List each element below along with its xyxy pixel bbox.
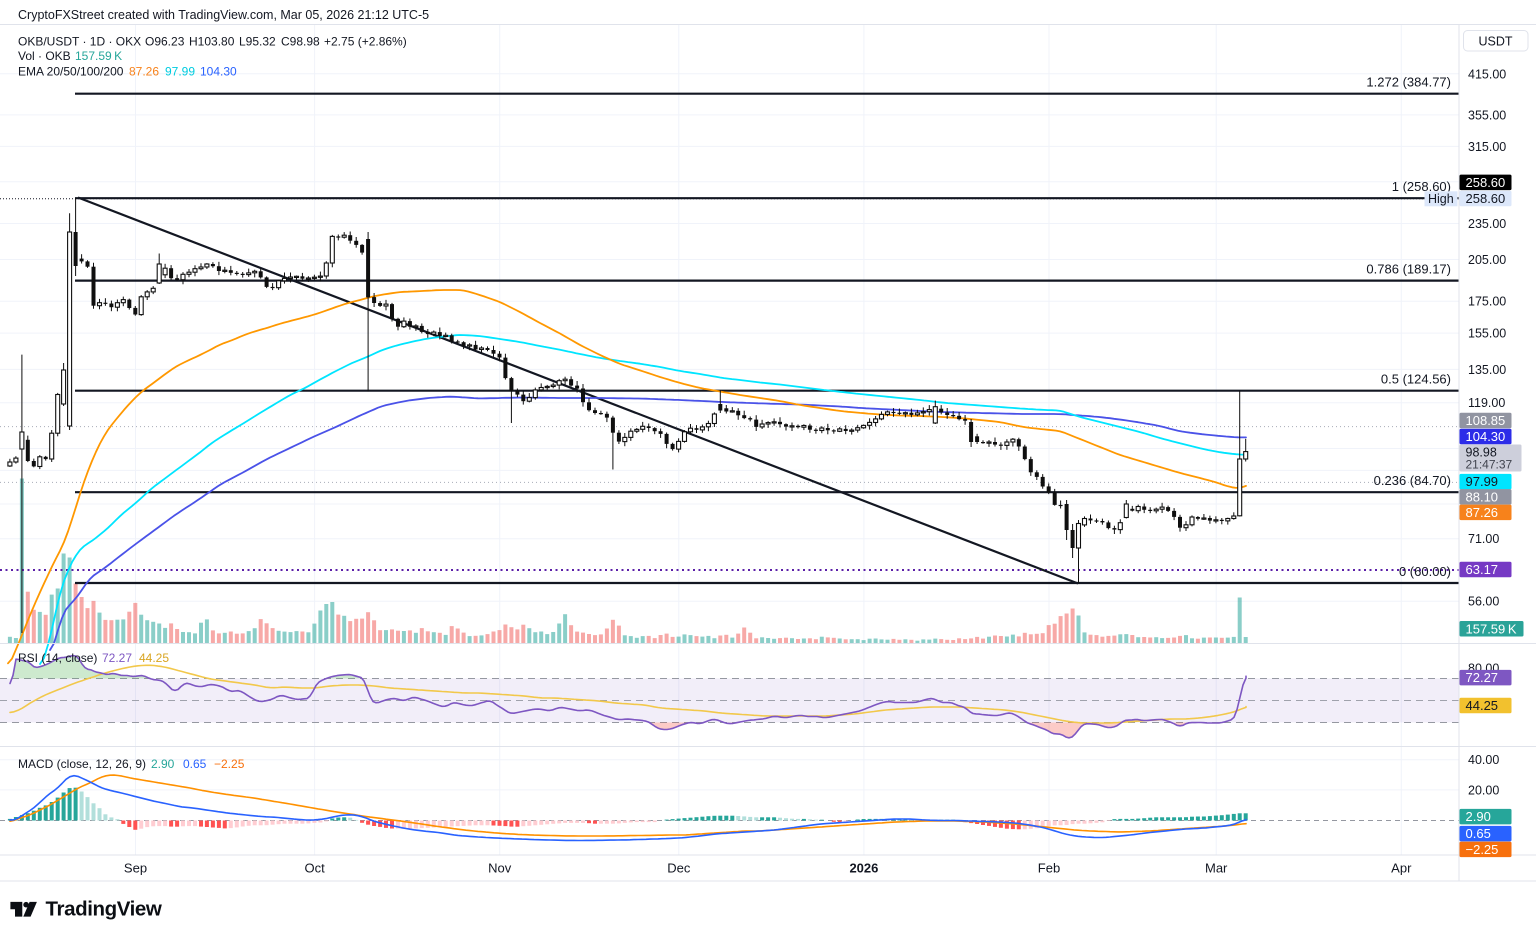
svg-text:CryptoFXStreet created with Tr: CryptoFXStreet created with TradingView.… xyxy=(18,8,429,22)
svg-text:0.65: 0.65 xyxy=(1466,826,1491,841)
svg-text:98.98: 98.98 xyxy=(1466,446,1497,460)
svg-text:Vol · OKB: Vol · OKB xyxy=(18,49,71,63)
svg-text:0.236 (84.70): 0.236 (84.70) xyxy=(1374,473,1451,488)
svg-text:235.00: 235.00 xyxy=(1468,217,1506,231)
svg-text:44.25: 44.25 xyxy=(139,651,169,665)
svg-text:1 (258.60): 1 (258.60) xyxy=(1392,179,1451,194)
svg-text:108.85: 108.85 xyxy=(1466,413,1506,428)
svg-text:157.59 K: 157.59 K xyxy=(75,49,122,63)
svg-text:315.00: 315.00 xyxy=(1468,140,1506,154)
svg-text:RSI (14, close): RSI (14, close) xyxy=(18,651,97,665)
svg-text:USDT: USDT xyxy=(1478,34,1512,48)
svg-text:TradingView: TradingView xyxy=(46,898,162,921)
svg-text:L95.32: L95.32 xyxy=(239,35,276,49)
svg-text:72.27: 72.27 xyxy=(1466,670,1499,685)
svg-text:Oct: Oct xyxy=(304,861,325,876)
svg-text:Dec: Dec xyxy=(667,861,691,876)
svg-text:High: High xyxy=(1428,192,1454,206)
svg-text:1.272 (384.77): 1.272 (384.77) xyxy=(1366,75,1451,90)
svg-text:O96.23: O96.23 xyxy=(145,35,185,49)
svg-text:119.00: 119.00 xyxy=(1468,396,1505,410)
svg-text:205.00: 205.00 xyxy=(1468,253,1506,267)
svg-text:258.60: 258.60 xyxy=(1466,191,1506,206)
svg-text:0.5 (124.56): 0.5 (124.56) xyxy=(1381,372,1451,387)
svg-text:Feb: Feb xyxy=(1038,861,1060,876)
svg-text:−2.25: −2.25 xyxy=(1466,842,1499,857)
svg-text:MACD (close, 12, 26, 9): MACD (close, 12, 26, 9) xyxy=(18,757,146,771)
svg-text:157.59 K: 157.59 K xyxy=(1466,621,1517,636)
svg-text:20.00: 20.00 xyxy=(1468,783,1499,797)
svg-text:97.99: 97.99 xyxy=(1466,474,1499,489)
svg-text:97.99: 97.99 xyxy=(165,65,195,79)
svg-text:71.00: 71.00 xyxy=(1468,532,1499,546)
svg-text:87.26: 87.26 xyxy=(1466,505,1499,520)
svg-text:44.25: 44.25 xyxy=(1466,698,1499,713)
svg-text:−2.25: −2.25 xyxy=(214,757,245,771)
svg-text:175.00: 175.00 xyxy=(1468,295,1506,309)
svg-text:+2.75 (+2.86%): +2.75 (+2.86%) xyxy=(324,35,407,49)
svg-text:OKB/USDT · 1D · OKX: OKB/USDT · 1D · OKX xyxy=(18,35,141,49)
svg-text:Mar: Mar xyxy=(1205,861,1228,876)
svg-text:2026: 2026 xyxy=(849,861,878,876)
svg-text:21:47:37: 21:47:37 xyxy=(1466,458,1513,472)
svg-text:EMA 20/50/100/200: EMA 20/50/100/200 xyxy=(18,65,124,79)
svg-text:Sep: Sep xyxy=(124,861,147,876)
svg-text:Apr: Apr xyxy=(1391,861,1412,876)
svg-text:0 (60.00): 0 (60.00) xyxy=(1399,564,1451,579)
svg-text:40.00: 40.00 xyxy=(1468,753,1499,767)
svg-text:258.60: 258.60 xyxy=(1466,175,1506,190)
svg-text:0.786 (189.17): 0.786 (189.17) xyxy=(1366,262,1451,277)
svg-text:415.00: 415.00 xyxy=(1468,67,1506,81)
svg-text:2.90: 2.90 xyxy=(1466,809,1491,824)
svg-text:135.00: 135.00 xyxy=(1468,363,1506,377)
svg-text:87.26: 87.26 xyxy=(129,65,159,79)
svg-text:63.17: 63.17 xyxy=(1466,562,1499,577)
svg-text:2.90: 2.90 xyxy=(151,757,175,771)
svg-text:104.30: 104.30 xyxy=(200,65,237,79)
svg-text:C98.98: C98.98 xyxy=(281,35,320,49)
svg-text:88.10: 88.10 xyxy=(1466,489,1499,504)
svg-text:H103.80: H103.80 xyxy=(189,35,235,49)
svg-text:155.00: 155.00 xyxy=(1468,327,1506,341)
svg-text:72.27: 72.27 xyxy=(102,651,132,665)
svg-text:0.65: 0.65 xyxy=(183,757,207,771)
svg-text:355.00: 355.00 xyxy=(1468,108,1506,122)
svg-text:56.00: 56.00 xyxy=(1468,595,1499,609)
svg-text:104.30: 104.30 xyxy=(1466,429,1506,444)
svg-text:Nov: Nov xyxy=(488,861,512,876)
